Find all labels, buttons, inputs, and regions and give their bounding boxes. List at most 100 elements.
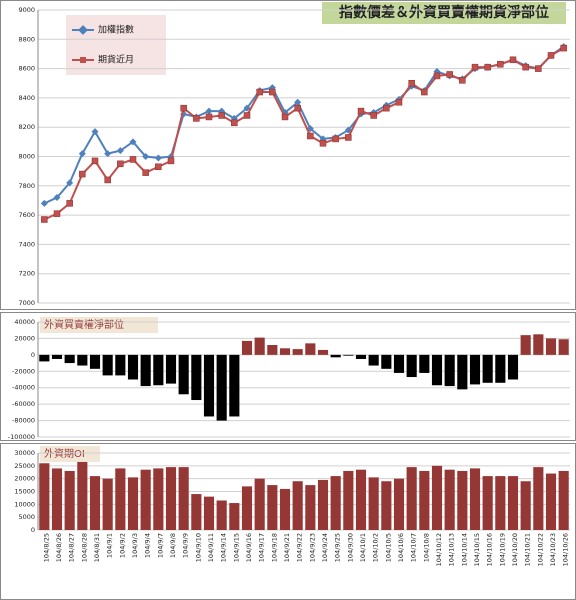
- bar: [102, 354, 113, 376]
- marker: [243, 112, 251, 119]
- bar: [533, 467, 544, 530]
- y-tick-label: 8400: [18, 94, 35, 102]
- bar: [343, 470, 354, 530]
- y-tick-label: 15000: [14, 488, 35, 496]
- bar: [115, 354, 126, 376]
- bar: [381, 481, 392, 530]
- bar: [153, 468, 164, 530]
- y-tick-label: -100000: [8, 433, 35, 441]
- bar: [381, 354, 392, 369]
- marker: [294, 104, 301, 112]
- bar: [330, 476, 341, 530]
- bar: [292, 481, 303, 530]
- x-tick-label: 104/9/2: [118, 533, 126, 558]
- marker: [116, 147, 124, 155]
- bar: [393, 354, 405, 373]
- marker: [205, 113, 213, 121]
- marker: [231, 119, 238, 127]
- bar: [520, 335, 531, 355]
- marker: [446, 71, 453, 78]
- y-tick-label: 7400: [18, 240, 35, 248]
- bar: [431, 354, 443, 386]
- bar: [520, 481, 531, 530]
- marker: [345, 134, 352, 141]
- marker: [142, 169, 149, 176]
- x-tick-label: 104/9/1: [106, 533, 114, 558]
- bar: [545, 338, 557, 355]
- x-tick-label: 104/9/11: [207, 533, 215, 562]
- y-tick-label: 8200: [18, 123, 35, 131]
- bar: [457, 354, 468, 390]
- y-tick-label: 40000: [14, 318, 35, 326]
- x-tick-label: 104/10/2: [372, 533, 380, 562]
- bar: [64, 470, 75, 530]
- y-tick-label: 20000: [14, 475, 35, 483]
- title-box: [322, 2, 566, 24]
- bar: [77, 461, 88, 530]
- bar: [77, 354, 88, 366]
- x-tick-label: 104/10/1: [359, 533, 367, 562]
- bar: [482, 354, 493, 383]
- bar: [229, 503, 240, 530]
- marker: [91, 128, 99, 136]
- bar: [89, 476, 101, 530]
- bar: [469, 354, 481, 385]
- marker: [497, 60, 504, 68]
- marker: [370, 112, 377, 119]
- x-tick-label: 104/8/31: [93, 533, 101, 562]
- bar: [279, 348, 291, 355]
- x-tick-label: 104/9/3: [131, 533, 139, 558]
- marker: [129, 138, 137, 146]
- legend-label: 加權指數: [98, 24, 134, 36]
- y-tick-label: -20000: [12, 367, 35, 375]
- x-tick-label: 104/9/4: [144, 533, 152, 558]
- x-tick-label: 104/10/12: [435, 533, 443, 566]
- bar: [444, 469, 455, 530]
- label-box: [40, 317, 158, 333]
- y-tick-label: 10000: [14, 500, 35, 508]
- marker: [142, 153, 150, 160]
- bar: [406, 354, 417, 378]
- bar: [355, 354, 367, 359]
- bar: [495, 354, 506, 383]
- panel-title: 外資買賣權淨部位: [44, 318, 124, 331]
- bar: [165, 467, 177, 530]
- marker: [193, 115, 200, 122]
- y-tick-label: 8000: [18, 153, 35, 161]
- bar: [241, 486, 253, 530]
- bar: [533, 334, 544, 355]
- bar: [482, 476, 493, 530]
- x-tick-label: 104/9/22: [296, 533, 304, 562]
- marker: [459, 77, 466, 84]
- bar: [127, 354, 139, 380]
- marker: [332, 135, 339, 143]
- marker: [560, 44, 567, 52]
- bar: [165, 354, 177, 384]
- bar: [191, 494, 202, 530]
- x-tick-label: 104/8/25: [42, 533, 50, 562]
- bar: [355, 469, 367, 530]
- marker: [167, 157, 175, 165]
- marker: [117, 160, 124, 168]
- bar: [203, 496, 215, 530]
- bar: [507, 476, 519, 530]
- bar: [178, 354, 189, 395]
- bar: [558, 339, 569, 355]
- x-tick-label: 104/9/10: [194, 533, 202, 562]
- bar: [115, 468, 126, 530]
- x-tick-label: 104/10/23: [549, 533, 557, 566]
- chart-title: 指數價差＆外資買賣權期貨淨部位: [339, 4, 549, 21]
- bar: [254, 478, 265, 530]
- marker: [78, 150, 86, 158]
- label-box: [40, 446, 100, 462]
- x-tick-label: 104/9/18: [270, 533, 278, 562]
- bar: [39, 463, 50, 530]
- marker: [471, 63, 479, 71]
- x-tick-label: 104/10/16: [486, 533, 494, 566]
- marker: [509, 56, 517, 64]
- bar: [317, 479, 329, 530]
- bar: [203, 354, 215, 417]
- y-tick-label: 30000: [14, 449, 35, 457]
- bar: [558, 470, 569, 530]
- marker: [104, 176, 111, 184]
